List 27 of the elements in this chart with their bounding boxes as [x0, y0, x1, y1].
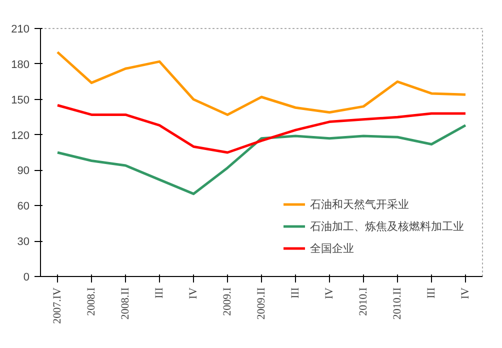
y-tick-label: 90	[17, 165, 30, 178]
x-tick-label: IV	[460, 287, 472, 300]
x-tick-label: III	[290, 287, 302, 298]
x-tick-label: 2008.II	[120, 287, 132, 320]
legend-label: 全国企业	[310, 240, 354, 256]
x-tick-label: 2007.IV	[52, 287, 64, 324]
x-tick-label: IV	[324, 287, 336, 300]
x-tick-label: 2009.I	[222, 287, 234, 316]
x-tick-label: 2010.I	[358, 287, 370, 316]
line-series	[56, 50, 467, 116]
x-tick-label: IV	[188, 287, 200, 300]
x-tick-label: III	[154, 287, 166, 298]
legend-label: 石油加工、炼焦及核燃料加工业	[310, 218, 464, 234]
x-tick-label: 2008.I	[86, 287, 98, 316]
y-tick-label: 210	[11, 24, 30, 36]
x-tick-label: 2010.II	[392, 287, 404, 320]
y-tick-label: 30	[17, 236, 30, 248]
y-tick-label: 180	[11, 58, 30, 71]
line-series	[56, 124, 467, 196]
y-tick-label: 0	[23, 272, 30, 284]
y-tick-label: 60	[17, 200, 30, 213]
line-series	[56, 104, 467, 154]
x-tick-label: 2009.II	[256, 287, 268, 320]
y-tick-label: 120	[11, 130, 30, 142]
y-tick-label: 150	[11, 94, 30, 106]
x-tick-label: III	[426, 287, 438, 298]
legend-label: 石油和天然气开采业	[310, 196, 409, 212]
